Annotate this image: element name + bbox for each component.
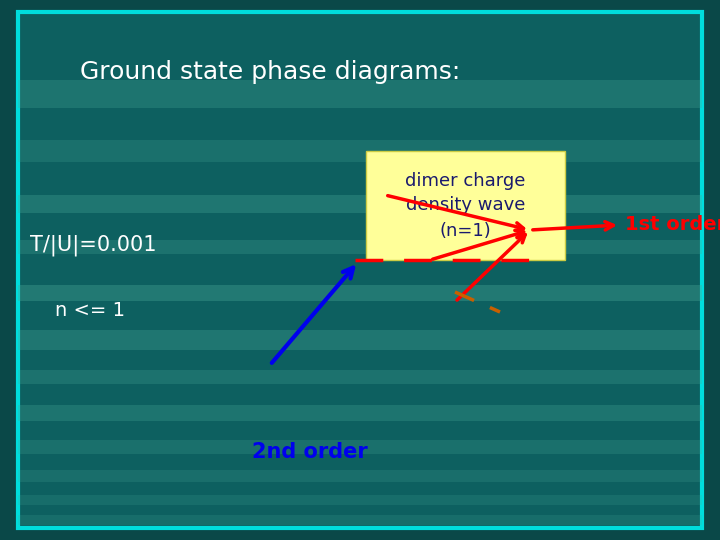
Text: 2nd order: 2nd order	[252, 442, 368, 462]
Text: n <= 1: n <= 1	[55, 300, 125, 320]
Bar	[18, 470, 702, 482]
Text: 1st order: 1st order	[625, 215, 720, 234]
Bar	[18, 370, 702, 384]
Bar	[18, 515, 702, 525]
Text: T/|U|=0.001: T/|U|=0.001	[30, 234, 156, 256]
Bar	[18, 80, 702, 108]
Bar	[18, 495, 702, 505]
Bar	[18, 140, 702, 162]
Bar	[18, 195, 702, 213]
FancyBboxPatch shape	[366, 151, 565, 260]
Bar	[18, 405, 702, 421]
Text: Ground state phase diagrams:: Ground state phase diagrams:	[80, 60, 460, 84]
Bar	[18, 330, 702, 350]
Bar	[18, 285, 702, 301]
Text: dimer charge
density wave
(n=1): dimer charge density wave (n=1)	[405, 172, 526, 240]
Bar	[18, 440, 702, 454]
Bar	[18, 240, 702, 254]
